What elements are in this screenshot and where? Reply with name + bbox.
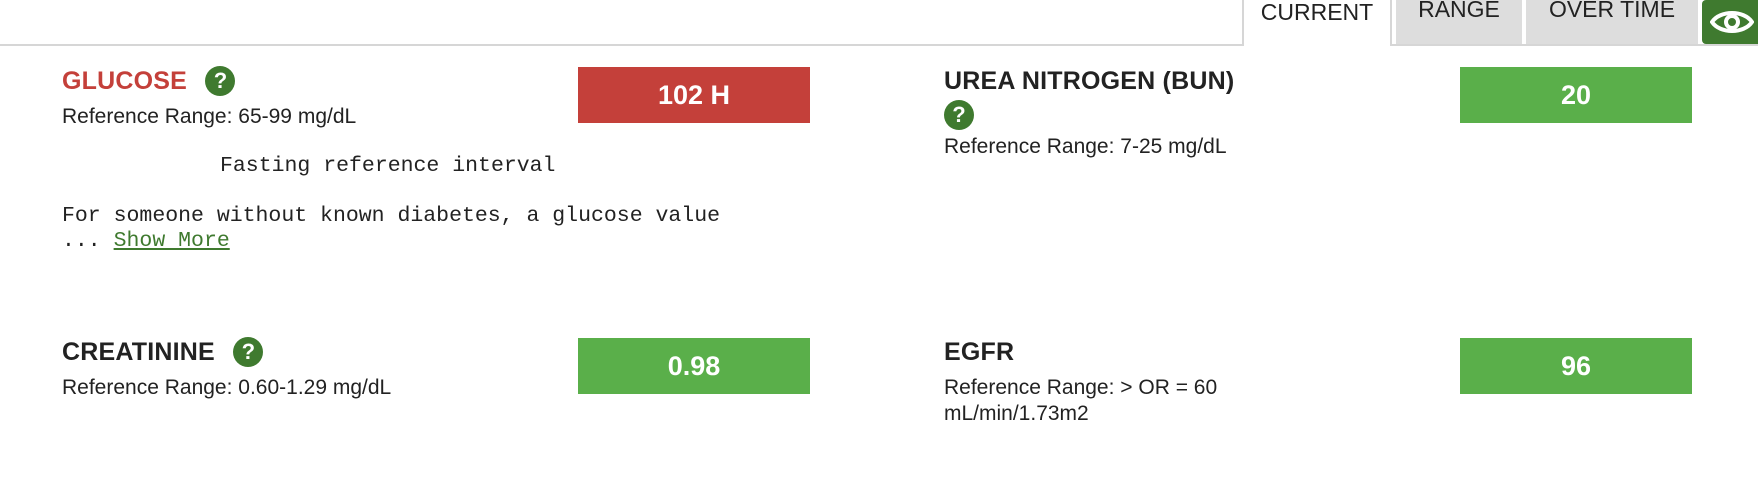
- help-icon[interactable]: ?: [944, 100, 974, 130]
- help-icon[interactable]: ?: [233, 337, 264, 367]
- tab-current[interactable]: CURRENT: [1242, 0, 1392, 46]
- note-heading: Fasting reference interval: [220, 154, 556, 178]
- reference-range: Reference Range: 7-25 mg/dL: [944, 135, 1227, 158]
- result-title: UREA NITROGEN (BUN): [944, 67, 1235, 95]
- result-value-creatinine: 0.98: [578, 338, 810, 394]
- note-text: For someone without known diabetes, a gl…: [62, 204, 721, 228]
- result-glucose: GLUCOSE ? Reference Range: 65-99 mg/dL F…: [62, 66, 822, 253]
- view-toggle-button[interactable]: [1702, 0, 1758, 44]
- result-title: CREATININE: [62, 338, 215, 366]
- result-title: GLUCOSE: [62, 67, 188, 95]
- result-egfr: EGFR Reference Range: > OR = 60 mL/min/1…: [944, 337, 1444, 427]
- result-bun: UREA NITROGEN (BUN) ? Reference Range: 7…: [944, 66, 1444, 160]
- result-creatinine: CREATININE ? Reference Range: 0.60-1.29 …: [62, 337, 562, 401]
- tab-range[interactable]: RANGE: [1396, 0, 1522, 44]
- reference-range-line-2: mL/min/1.73m2: [944, 402, 1089, 425]
- result-value-egfr: 96: [1460, 338, 1692, 394]
- tab-current-label: CURRENT: [1260, 0, 1374, 25]
- result-value-glucose: 102 H: [578, 67, 810, 123]
- tab-over-time-label: OVER TIME: [1548, 0, 1676, 22]
- show-more-link[interactable]: Show More: [113, 229, 230, 253]
- view-tab-bar: CURRENT RANGE OVER TIME: [0, 0, 1758, 46]
- help-icon[interactable]: ?: [205, 66, 236, 96]
- tab-range-label: RANGE: [1418, 0, 1500, 22]
- result-title: EGFR: [944, 338, 1015, 366]
- result-value-bun: 20: [1460, 67, 1692, 123]
- tab-over-time[interactable]: OVER TIME: [1526, 0, 1698, 44]
- reference-range: Reference Range: 65-99 mg/dL: [62, 105, 357, 128]
- reference-range: Reference Range: 0.60-1.29 mg/dL: [62, 376, 392, 399]
- note-more-line: ... Show More: [62, 229, 230, 253]
- eye-icon: [1710, 11, 1754, 33]
- ellipsis: ...: [62, 229, 101, 253]
- reference-range-line-1: Reference Range: > OR = 60: [944, 376, 1218, 399]
